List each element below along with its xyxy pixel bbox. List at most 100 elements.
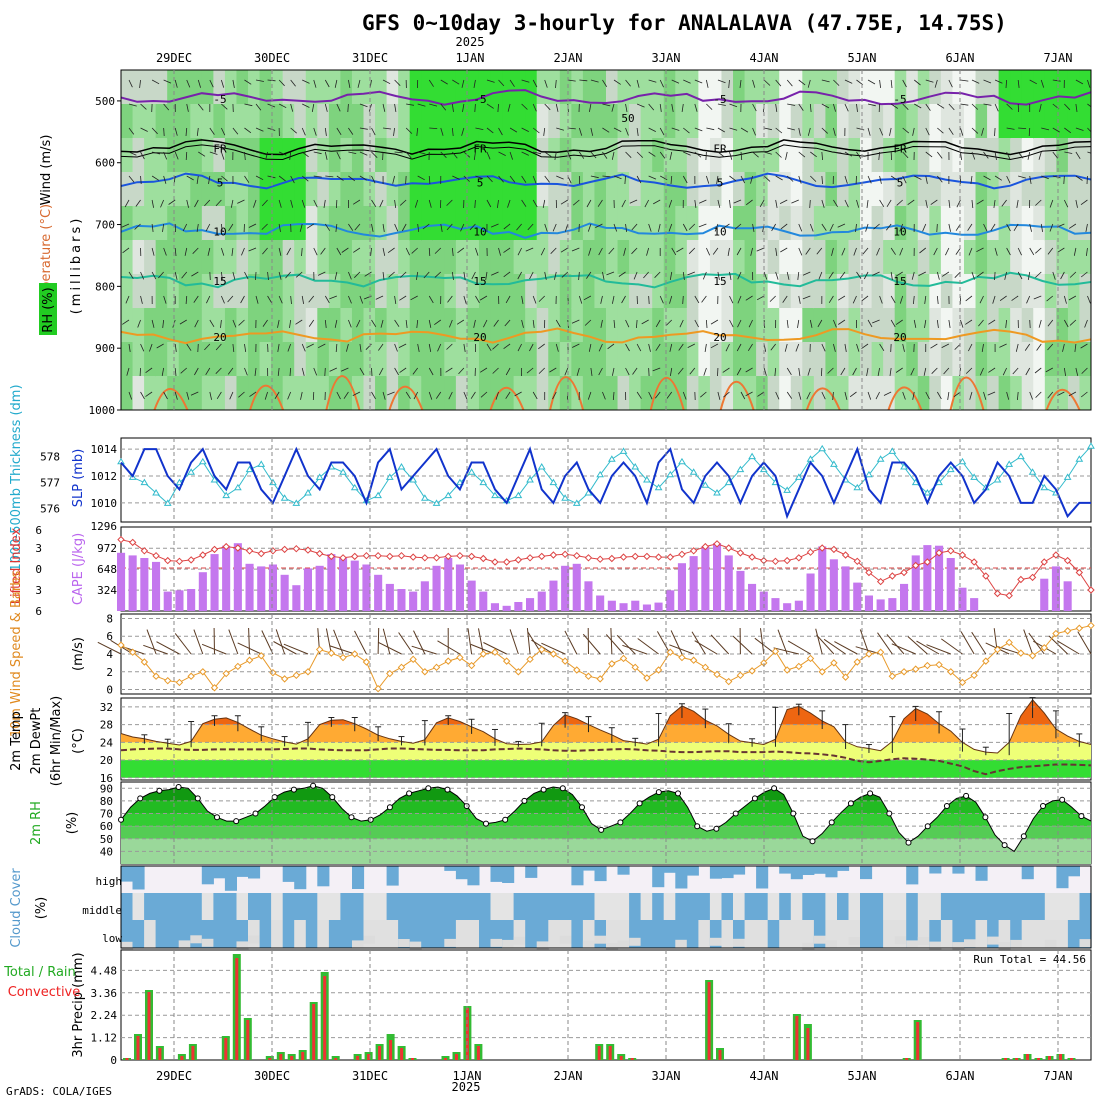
thickness-marker [1075, 455, 1084, 462]
wind-barb [694, 199, 697, 208]
wind-barb [1013, 223, 1019, 232]
rh-cell [386, 70, 400, 105]
rh-cell [559, 342, 573, 377]
rh-cell [444, 308, 457, 343]
wind-barb [394, 319, 400, 327]
rh-cell [375, 104, 388, 139]
wind-barb [244, 103, 253, 107]
rh-cell [1010, 70, 1023, 105]
precip-conv-bar [597, 1046, 601, 1060]
rh-cell [317, 70, 330, 105]
rh-cell [813, 172, 827, 207]
cape-bar [876, 599, 885, 611]
wind-barb [417, 151, 426, 155]
wind-barb [1023, 629, 1034, 655]
wind-barb [1017, 79, 1020, 88]
wind-barb [745, 391, 753, 397]
wind-barb [885, 223, 892, 231]
wind-barb [567, 79, 576, 82]
rh-cell [894, 206, 908, 241]
date-label-top: 3JAN [652, 51, 681, 65]
wind-barb [447, 295, 453, 303]
rh-cell [432, 172, 446, 207]
rh-cell [1079, 70, 1091, 105]
wind-barb [636, 79, 640, 88]
wind-barb [1033, 295, 1042, 300]
rh-cell [883, 172, 896, 207]
rh-cell [952, 206, 965, 241]
wind-barb [852, 367, 857, 376]
wind-barb [414, 199, 419, 208]
wind-barb [394, 79, 401, 86]
rh-cell [733, 70, 746, 105]
wind-marker [397, 663, 406, 672]
rh-marker [175, 784, 182, 790]
wind-barb [507, 199, 511, 208]
rh-cell [548, 138, 561, 173]
wind-barb [193, 295, 199, 303]
rh-cell [201, 70, 215, 105]
rh-cell [224, 342, 238, 377]
wind-barb [1025, 367, 1031, 376]
wind-barb [1040, 223, 1043, 232]
wind-barb [807, 79, 811, 88]
wind-barb [411, 645, 437, 655]
wind-barb [495, 391, 499, 400]
rh-cell [640, 240, 654, 275]
precip-conv-bar [411, 1058, 414, 1060]
rh-cell [201, 308, 215, 343]
wind-barb [728, 79, 730, 89]
wind-barb [517, 271, 522, 280]
rh-cell [178, 274, 192, 309]
rh-cell [709, 206, 723, 241]
rh-cell [640, 138, 654, 173]
rh-cell [236, 172, 250, 207]
pressure-tick: 900 [95, 342, 115, 355]
wind-barb [290, 127, 297, 134]
rh-cell [1044, 240, 1058, 275]
wind-barb [890, 79, 893, 89]
rh-cell [640, 70, 654, 105]
wind-barb [521, 295, 524, 304]
wind-barb [140, 175, 142, 185]
rh-cell [582, 308, 596, 343]
rh-cell [1033, 342, 1046, 377]
rh-cell [444, 138, 457, 173]
rh-cell [963, 240, 977, 275]
rh-cell [1056, 138, 1069, 173]
wind-barb [678, 343, 684, 351]
wind-marker [327, 649, 336, 657]
rh-cell [929, 104, 942, 139]
cape-bars [117, 543, 1072, 611]
rh-cell [871, 70, 885, 105]
wind-barb [752, 127, 756, 136]
wind-barb [971, 631, 987, 655]
rh-cell [1067, 240, 1081, 275]
cloud-low-partial [490, 938, 503, 947]
rh-cell [559, 274, 573, 309]
rh-cell [848, 104, 862, 139]
wind-barb [186, 175, 194, 181]
wind-marker [573, 666, 581, 674]
rh-tick: 70 [100, 808, 113, 821]
wind-marker [491, 648, 499, 656]
rh-cell [1033, 206, 1046, 241]
rh-cell [733, 274, 746, 309]
rh-cell [294, 308, 307, 343]
rh-cell [421, 138, 434, 173]
precip-conv-bar [367, 1054, 371, 1060]
wind-barb [244, 367, 248, 376]
wind-barb [290, 79, 296, 87]
li-marker [619, 553, 628, 561]
wind-barb [844, 151, 853, 157]
precip-conv-bar [1048, 1056, 1051, 1060]
rh-marker [329, 794, 336, 801]
wind-barb [1027, 151, 1031, 160]
wind-barb [1006, 103, 1013, 110]
rh-cell [848, 308, 862, 343]
wind-barb [879, 175, 882, 184]
wind-barb [416, 127, 419, 136]
wind-barb [839, 271, 846, 279]
wind-barb [918, 271, 926, 276]
